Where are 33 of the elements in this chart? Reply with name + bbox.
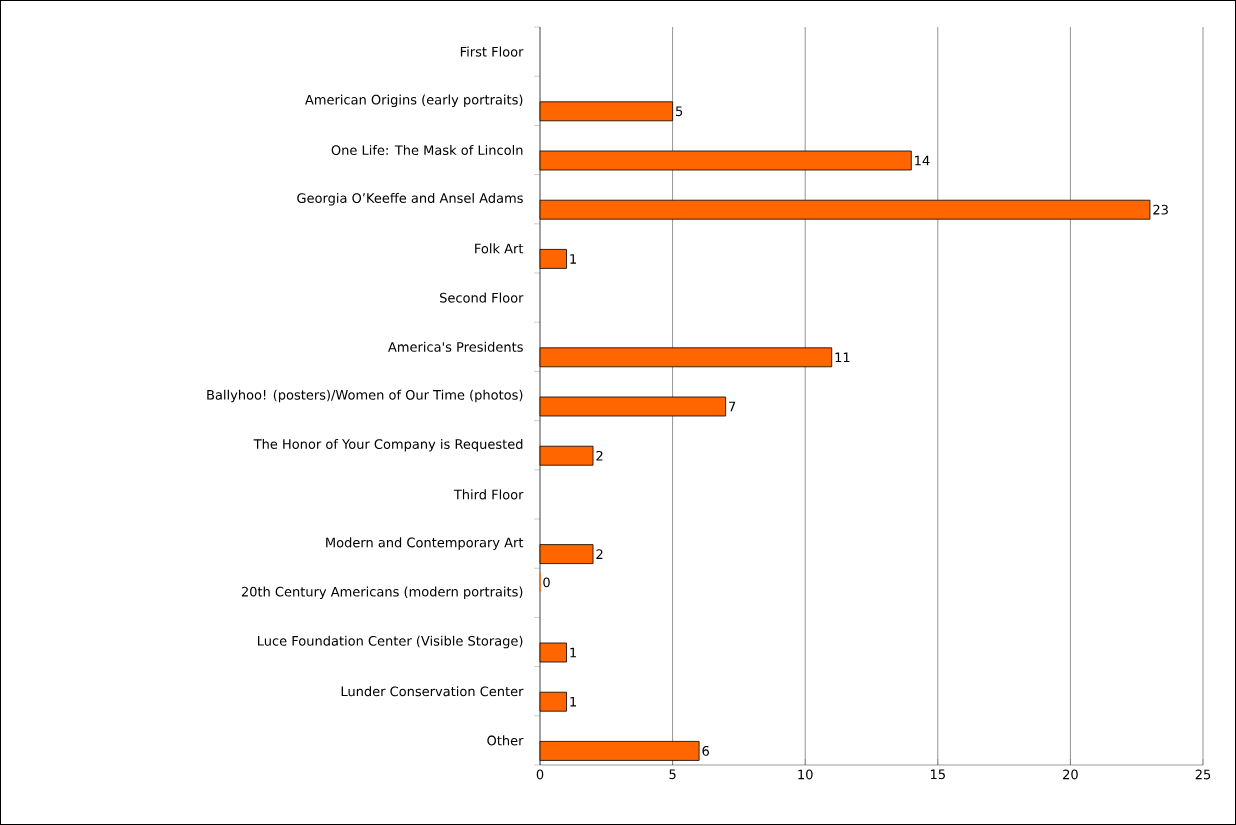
x-tick-label: 10	[798, 769, 813, 780]
y-tick-label: Modern and Contemporary Art	[326, 537, 524, 550]
data-label: 7	[729, 401, 736, 412]
y-tick-label: Lunder Conservation Center	[341, 686, 524, 697]
x-tick-label: 15	[930, 769, 945, 780]
y-tick-label: 20th Century Americans (modern portraits)	[241, 586, 523, 600]
y-tick-label: One Life: The Mask of Lincoln	[331, 144, 523, 156]
x-tick-label: 20	[1063, 769, 1078, 780]
data-label: 0	[543, 577, 550, 588]
data-label: 6	[702, 746, 709, 756]
data-label: 23	[1153, 204, 1168, 215]
y-tick-label: American Origins (early portraits)	[305, 94, 523, 108]
y-tick-label: Second Floor	[440, 292, 524, 303]
data-label: 1	[570, 647, 576, 658]
y-tick-label: The Honor of Your Company is Requested	[253, 438, 523, 452]
data-label: 2	[596, 549, 603, 559]
y-tick-label: Folk Art	[475, 243, 524, 254]
x-tick-label: 5	[669, 769, 676, 780]
y-tick-label: Other	[487, 735, 524, 746]
data-label: 1	[570, 254, 576, 264]
x-tick-label: 0	[536, 769, 544, 780]
data-label: 5	[676, 106, 683, 117]
y-tick-label: Luce Foundation Center (Visible Storage)	[258, 635, 523, 649]
data-label: 1	[570, 696, 576, 707]
y-tick-label: America's Presidents	[388, 341, 523, 352]
data-label: 11	[835, 352, 850, 363]
y-tick-label: Georgia O’Keeffe and Ansel Adams	[297, 192, 523, 206]
y-tick-label: First Floor	[460, 46, 524, 57]
y-tick-label: Third Floor	[453, 489, 524, 500]
data-label: 14	[915, 155, 930, 166]
y-tick-label: Ballyhoo! (posters)/Women of Our Time (photos)	[207, 389, 523, 403]
x-tick-label: 25	[1195, 769, 1211, 780]
data-label: 2	[596, 450, 603, 461]
